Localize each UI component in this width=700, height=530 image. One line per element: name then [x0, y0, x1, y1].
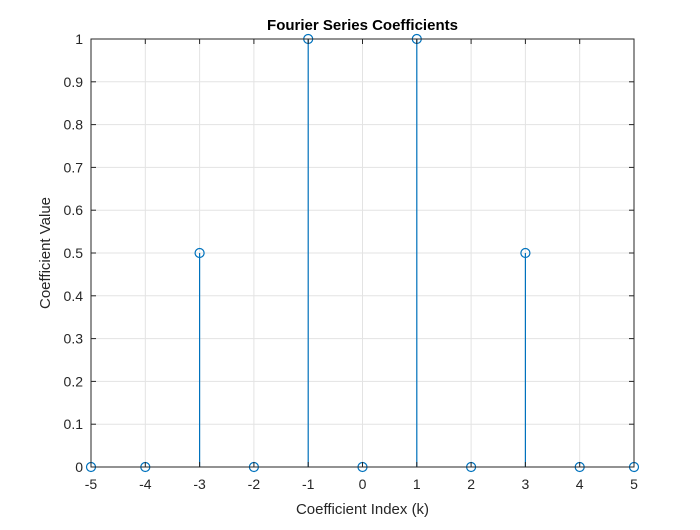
grid-layer	[90, 38, 635, 468]
x-tick-label: -1	[302, 476, 315, 492]
tick-layer: -5 -4 -3 -2 -1 0 1 2 3 4 5 0 0.1 0.2 0.3 0.4 0.5 0.6 0.7 0.…	[64, 31, 639, 492]
y-tick-label: 0.3	[64, 331, 84, 347]
stem-marker	[520, 247, 531, 259]
y-tick-label: 0.4	[64, 288, 84, 304]
x-tick-label: 5	[630, 476, 638, 492]
y-tick-label: 0.1	[64, 416, 84, 432]
x-tick-label: 1	[413, 476, 421, 492]
y-tick-label: 0.8	[64, 117, 84, 133]
y-axis-label: Coefficient Value	[37, 197, 54, 309]
x-tick-label: -4	[139, 476, 152, 492]
x-tick-label: -5	[85, 476, 98, 492]
y-tick-label: 0.2	[64, 373, 84, 389]
y-tick-label: 1	[75, 31, 83, 47]
x-axis-label: Coefficient Index (k)	[296, 501, 429, 518]
x-tick-label: 0	[359, 476, 367, 492]
y-tick-label: 0.7	[64, 159, 84, 175]
x-tick-label: 2	[467, 476, 475, 492]
y-tick-label: 0	[75, 459, 83, 475]
y-tick-label: 0.5	[64, 245, 84, 261]
stem-marker	[194, 247, 205, 259]
y-tick-label: 0.6	[64, 202, 84, 218]
chart-title: Fourier Series Coefficients	[267, 17, 458, 34]
x-tick-label: 4	[576, 476, 584, 492]
x-tick-label: -2	[248, 476, 261, 492]
y-tick-label: 0.9	[64, 74, 84, 90]
x-tick-label: 3	[522, 476, 530, 492]
x-tick-label: -3	[193, 476, 206, 492]
